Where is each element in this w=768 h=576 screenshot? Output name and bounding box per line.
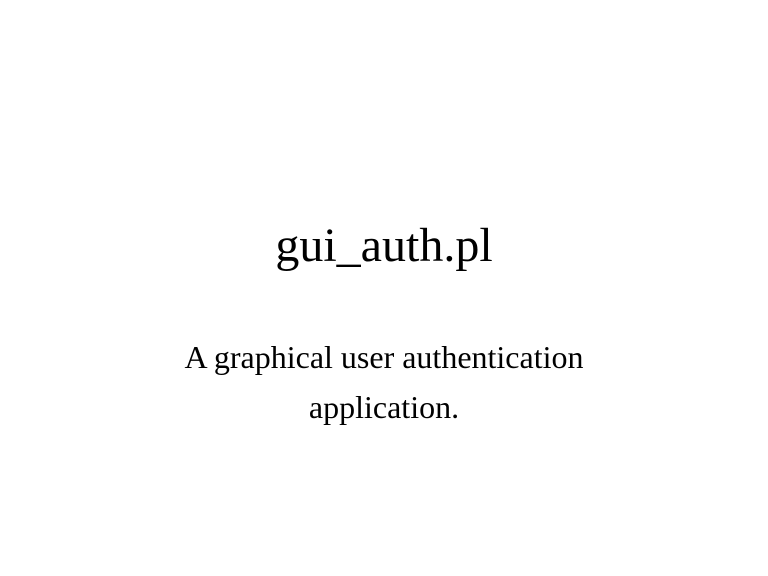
slide-title: gui_auth.pl [275,219,493,272]
slide-subtitle: A graphical user authentication applicat… [184,339,584,425]
